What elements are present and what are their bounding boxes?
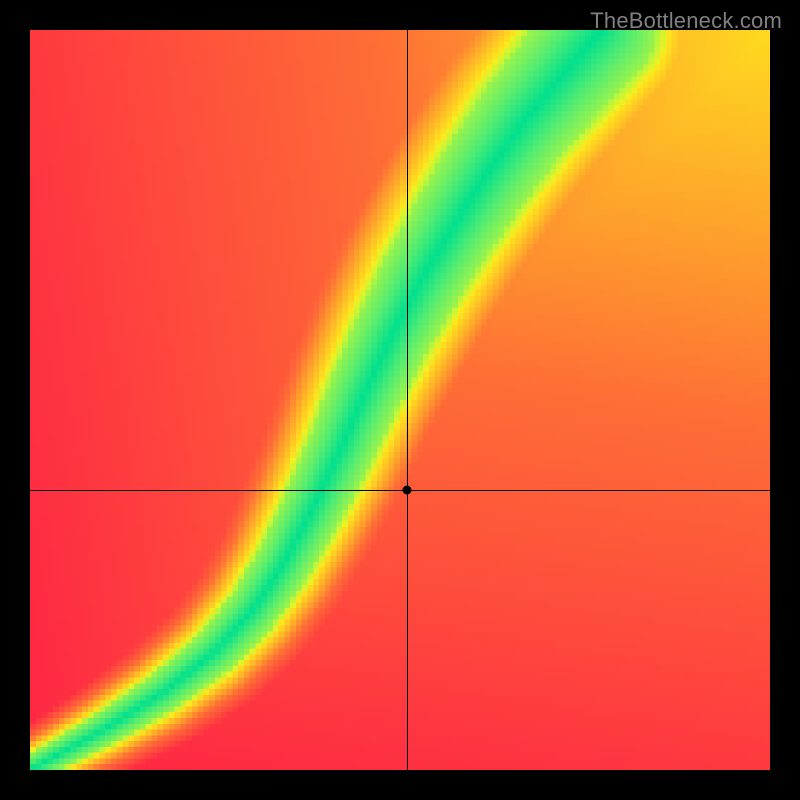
chart-container: TheBottleneck.com: [0, 0, 800, 800]
heatmap-plot: [30, 30, 770, 770]
heatmap-canvas: [30, 30, 770, 770]
